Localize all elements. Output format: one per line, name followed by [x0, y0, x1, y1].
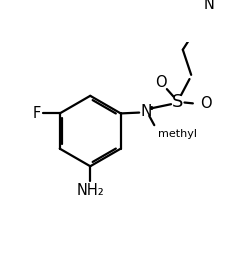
Text: O: O — [155, 75, 167, 90]
Text: NH₂: NH₂ — [76, 183, 104, 198]
Text: O: O — [200, 96, 212, 111]
Text: N: N — [203, 0, 214, 12]
Text: N: N — [140, 104, 152, 119]
Text: methyl: methyl — [158, 129, 197, 139]
Text: F: F — [33, 106, 41, 121]
Text: S: S — [172, 93, 184, 111]
Text: •: • — [147, 103, 155, 116]
